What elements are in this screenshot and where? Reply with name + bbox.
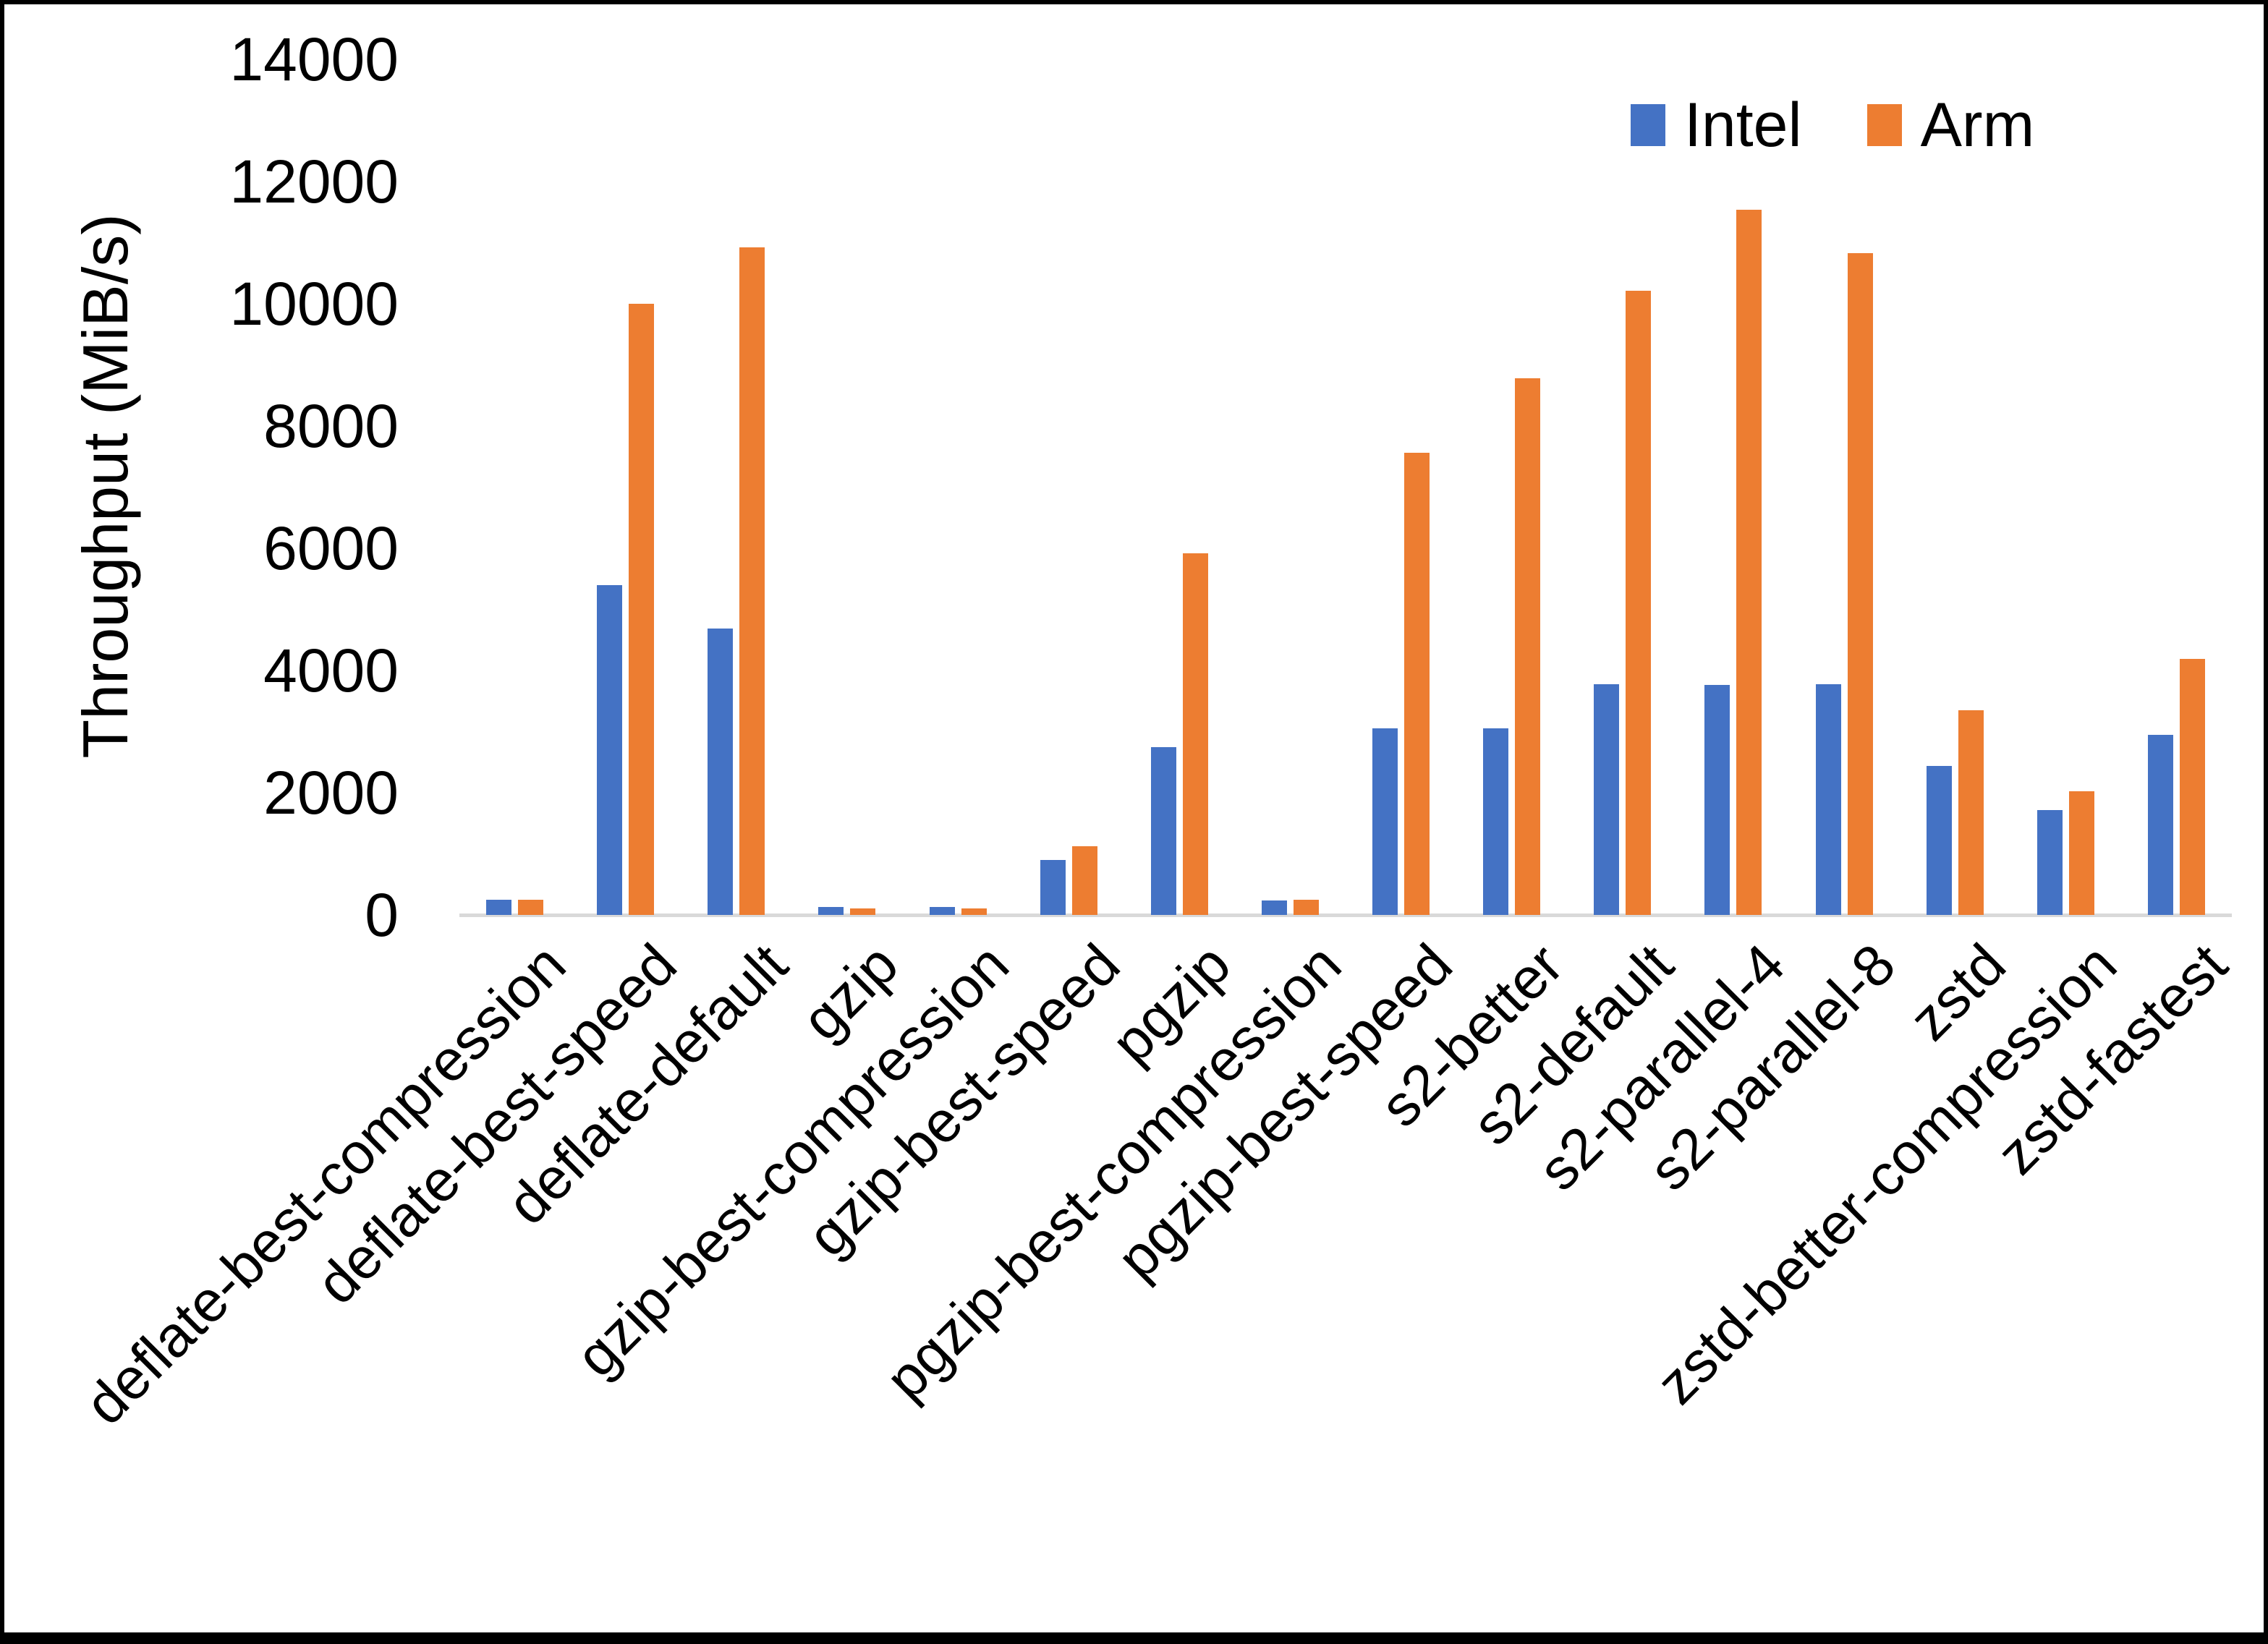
bar-intel-s2-default (1594, 684, 1620, 915)
legend-item-arm: Arm (1866, 90, 2035, 160)
bar-arm-deflate-best-speed (629, 304, 655, 915)
bar-arm-s2-default (1626, 291, 1652, 915)
x-axis-line (459, 913, 2232, 917)
y-axis-title: Throughput (MiB/s) (69, 213, 141, 759)
legend-label-intel: Intel (1684, 90, 1802, 160)
y-tick-label-4000: 4000 (263, 636, 399, 704)
bar-arm-s2-better (1515, 378, 1541, 915)
legend: Intel Arm (1631, 94, 2034, 156)
bar-arm-deflate-best-compression (518, 900, 544, 915)
bar-intel-s2-better (1483, 728, 1509, 915)
y-tick-label-10000: 10000 (229, 270, 399, 338)
bar-arm-pgzip-best-speed (1404, 453, 1430, 915)
bar-intel-s2-parallel-8 (1815, 684, 1841, 915)
bar-intel-pgzip (1150, 747, 1176, 915)
bar-intel-pgzip-best-compression (1261, 900, 1287, 915)
bar-intel-deflate-best-speed (597, 585, 623, 915)
y-tick-label-12000: 12000 (229, 148, 399, 216)
bar-arm-gzip-best-speed (1071, 846, 1097, 915)
bar-intel-zstd-better-compression (2036, 810, 2063, 915)
bar-arm-pgzip-best-compression (1293, 900, 1319, 915)
bar-intel-s2-parallel-4 (1704, 685, 1730, 915)
bar-arm-s2-parallel-4 (1736, 210, 1762, 915)
legend-item-intel: Intel (1631, 94, 1802, 156)
bar-intel-zstd (1926, 766, 1952, 915)
bar-arm-s2-parallel-8 (1847, 253, 1873, 915)
bar-intel-deflate-best-compression (486, 900, 512, 915)
bar-arm-gzip (850, 908, 876, 915)
bar-intel-pgzip-best-speed (1372, 728, 1398, 915)
y-tick-label-6000: 6000 (263, 514, 399, 582)
arm-legend-swatch-icon (1866, 104, 1902, 146)
bar-arm-zstd (1958, 710, 1984, 915)
legend-label-arm: Arm (1920, 90, 2035, 160)
intel-legend-swatch-icon (1631, 104, 1665, 146)
y-tick-label-0: 0 (365, 881, 399, 949)
bar-intel-deflate-default (708, 629, 734, 915)
bar-arm-gzip-best-compression (961, 908, 987, 915)
bar-arm-pgzip (1182, 553, 1208, 915)
bar-intel-gzip-best-compression (929, 907, 955, 915)
y-tick-label-8000: 8000 (263, 392, 399, 460)
bar-arm-deflate-default (739, 247, 765, 915)
y-tick-label-14000: 14000 (229, 25, 399, 93)
y-tick-label-2000: 2000 (263, 759, 399, 827)
bar-intel-gzip-best-speed (1040, 860, 1066, 915)
bar-intel-gzip (818, 907, 844, 915)
bar-intel-zstd-fastest (2147, 735, 2173, 915)
bar-arm-zstd-better-compression (2068, 791, 2094, 915)
bar-arm-zstd-fastest (2179, 659, 2205, 915)
